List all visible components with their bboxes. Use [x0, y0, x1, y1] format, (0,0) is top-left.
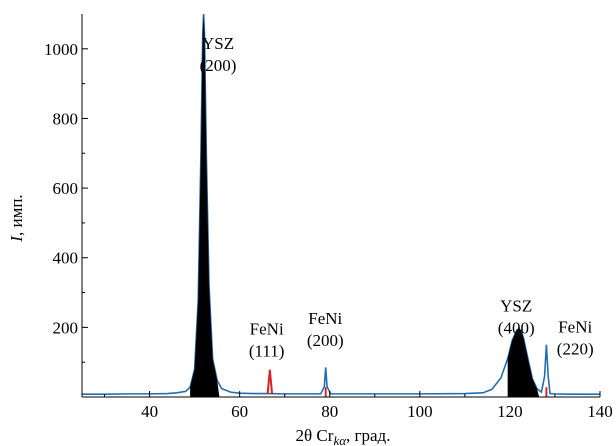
axes: 40 60 80 100 120 140 200 400 600 800 1000: [44, 14, 613, 421]
x-tick-label: 140: [587, 402, 613, 421]
x-tick-label: 80: [321, 402, 338, 421]
y-tick-label: 1000: [44, 40, 78, 59]
peak-fill-1: [190, 14, 220, 397]
peak-annotations: YSZ (200) FeNi (111) FeNi (200) YSZ (400) FeNi (2…: [200, 34, 594, 361]
x-tick-label: 60: [231, 402, 248, 421]
peak-label: FeNi: [250, 319, 284, 338]
plot-area: [82, 13, 600, 397]
x-tick-label: 100: [407, 402, 433, 421]
x-axis-title-sub: kα: [333, 433, 347, 446]
x-ticks: 40 60 80 100 120 140: [104, 391, 613, 421]
x-axis-title-prefix: 2θ Cr: [296, 426, 334, 445]
peak-fill-layer: [190, 14, 540, 397]
x-tick-label: 40: [141, 402, 158, 421]
y-ticks: 200 400 600 800 1000: [44, 40, 88, 363]
peak-label: YSZ: [202, 34, 234, 53]
y-axis-title-var: I: [7, 235, 26, 243]
peak-miller-index: (220): [557, 340, 594, 359]
peak-miller-index: (200): [307, 331, 344, 350]
y-tick-label: 600: [53, 179, 79, 198]
peak-miller-index: (200): [200, 56, 237, 75]
peak-label: YSZ: [500, 297, 532, 316]
peak-miller-index: (400): [498, 319, 535, 338]
y-tick-label: 200: [53, 318, 79, 337]
peak-miller-index: (111): [249, 341, 285, 360]
x-axis-title: 2θ Crkα, град.: [296, 426, 391, 446]
x-tick-label: 120: [497, 402, 523, 421]
y-tick-label: 800: [53, 109, 79, 128]
peak-fill-2: [507, 328, 540, 397]
series-line-2-overlay: [266, 369, 274, 395]
y-tick-label: 400: [53, 249, 79, 268]
x-axis-title-suffix: , град.: [346, 426, 390, 445]
peak-label: FeNi: [308, 309, 342, 328]
peak-label: FeNi: [558, 318, 592, 337]
y-axis-title-unit: , имп.: [7, 194, 26, 236]
y-axis-title: I, имп.: [7, 194, 26, 242]
